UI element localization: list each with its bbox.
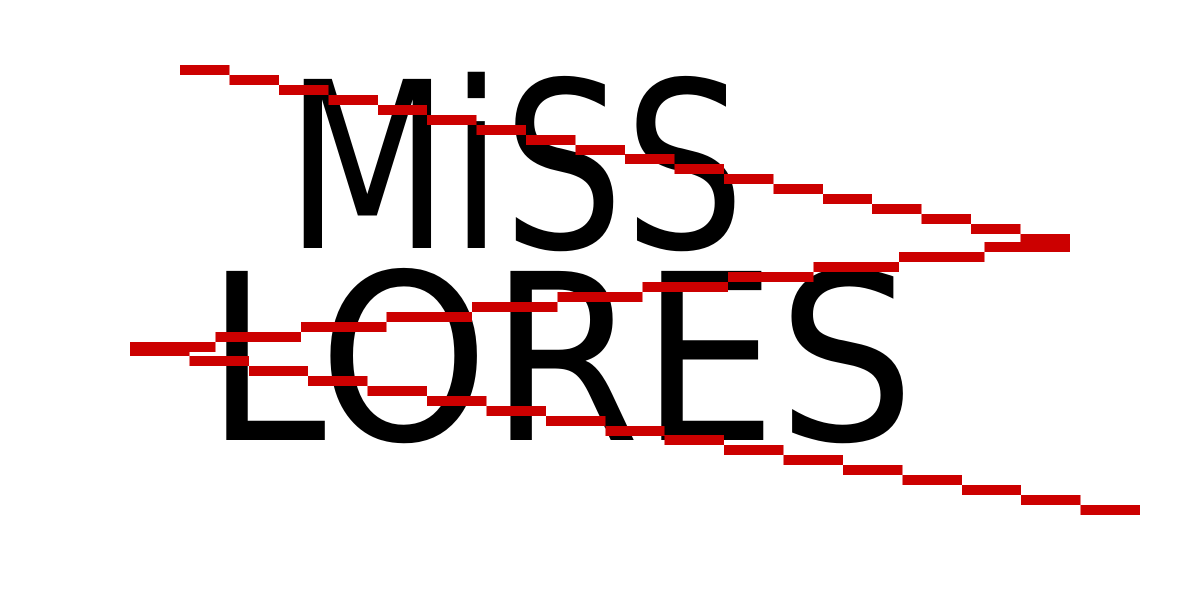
red-strokes [130,65,1140,515]
red-stroke [180,65,1070,244]
logo-line-1: MiSS [285,33,745,303]
red-stroke [130,346,1140,515]
logo-line-2: LORES [205,225,915,495]
